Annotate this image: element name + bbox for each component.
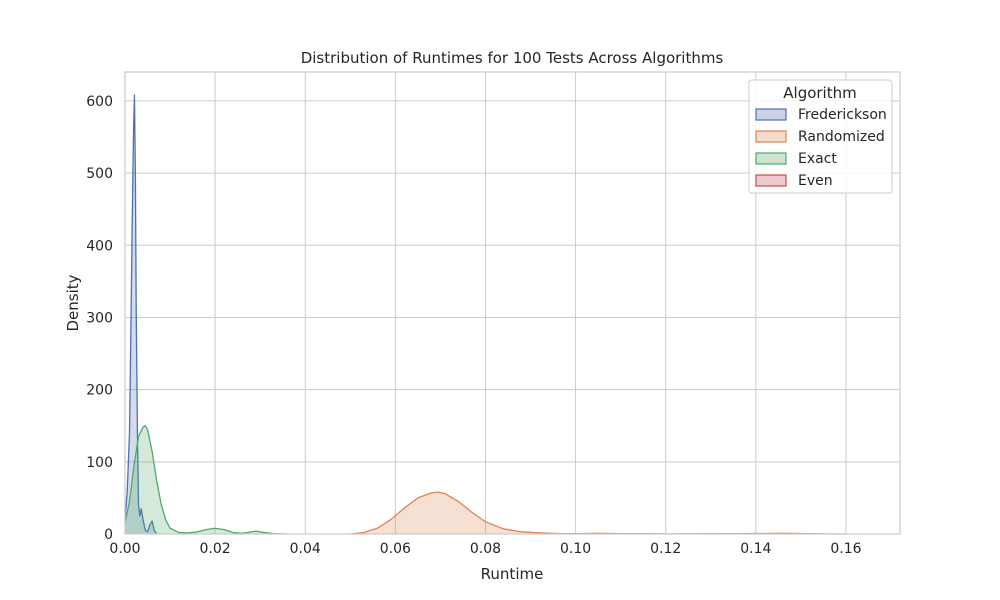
legend-title: Algorithm bbox=[783, 84, 856, 102]
x-tick-label: 0.08 bbox=[470, 541, 501, 557]
y-tick-label: 100 bbox=[86, 455, 113, 471]
y-tick-label: 500 bbox=[86, 166, 113, 182]
x-tick-label: 0.10 bbox=[560, 541, 591, 557]
y-tick-label: 400 bbox=[86, 238, 113, 254]
legend-label-exact: Exact bbox=[798, 151, 837, 167]
legend-label-frederickson: Frederickson bbox=[798, 107, 887, 123]
x-tick-label: 0.14 bbox=[740, 541, 771, 557]
x-tick-label: 0.04 bbox=[290, 541, 321, 557]
legend: Algorithm Frederickson Randomized Exact Eve… bbox=[748, 79, 893, 194]
plot-frame bbox=[124, 71, 901, 535]
x-axis-ticks: 0.00 0.02 0.04 0.06 0.08 0.10 0.12 0.14 0.16 bbox=[109, 541, 861, 557]
legend-swatch-frederickson bbox=[755, 108, 787, 121]
y-tick-label: 0 bbox=[104, 527, 113, 543]
x-tick-label: 0.02 bbox=[200, 541, 231, 557]
density-area-exact bbox=[125, 425, 288, 534]
x-axis-label: Runtime bbox=[481, 565, 544, 583]
legend-label-even: Even bbox=[798, 173, 833, 189]
x-tick-label: 0.12 bbox=[650, 541, 681, 557]
density-line-frederickson bbox=[124, 94, 158, 535]
y-tick-label: 200 bbox=[86, 383, 113, 399]
density-area-randomized bbox=[350, 492, 846, 534]
legend-box bbox=[748, 79, 893, 194]
y-axis-ticks: 0 100 200 300 400 500 600 bbox=[86, 94, 113, 543]
chart-title: Distribution of Runtimes for 100 Tests A… bbox=[301, 49, 724, 67]
y-tick-label: 600 bbox=[86, 94, 113, 110]
legend-swatch-exact bbox=[755, 152, 787, 165]
density-line-exact bbox=[124, 425, 288, 535]
y-axis-label: Density bbox=[64, 274, 82, 331]
y-tick-label: 300 bbox=[86, 310, 113, 326]
x-tick-label: 0.00 bbox=[109, 541, 140, 557]
x-tick-label: 0.16 bbox=[830, 541, 861, 557]
legend-swatch-randomized bbox=[755, 130, 787, 143]
legend-swatch-even bbox=[755, 174, 787, 187]
legend-label-randomized: Randomized bbox=[798, 129, 885, 145]
x-tick-label: 0.06 bbox=[380, 541, 411, 557]
